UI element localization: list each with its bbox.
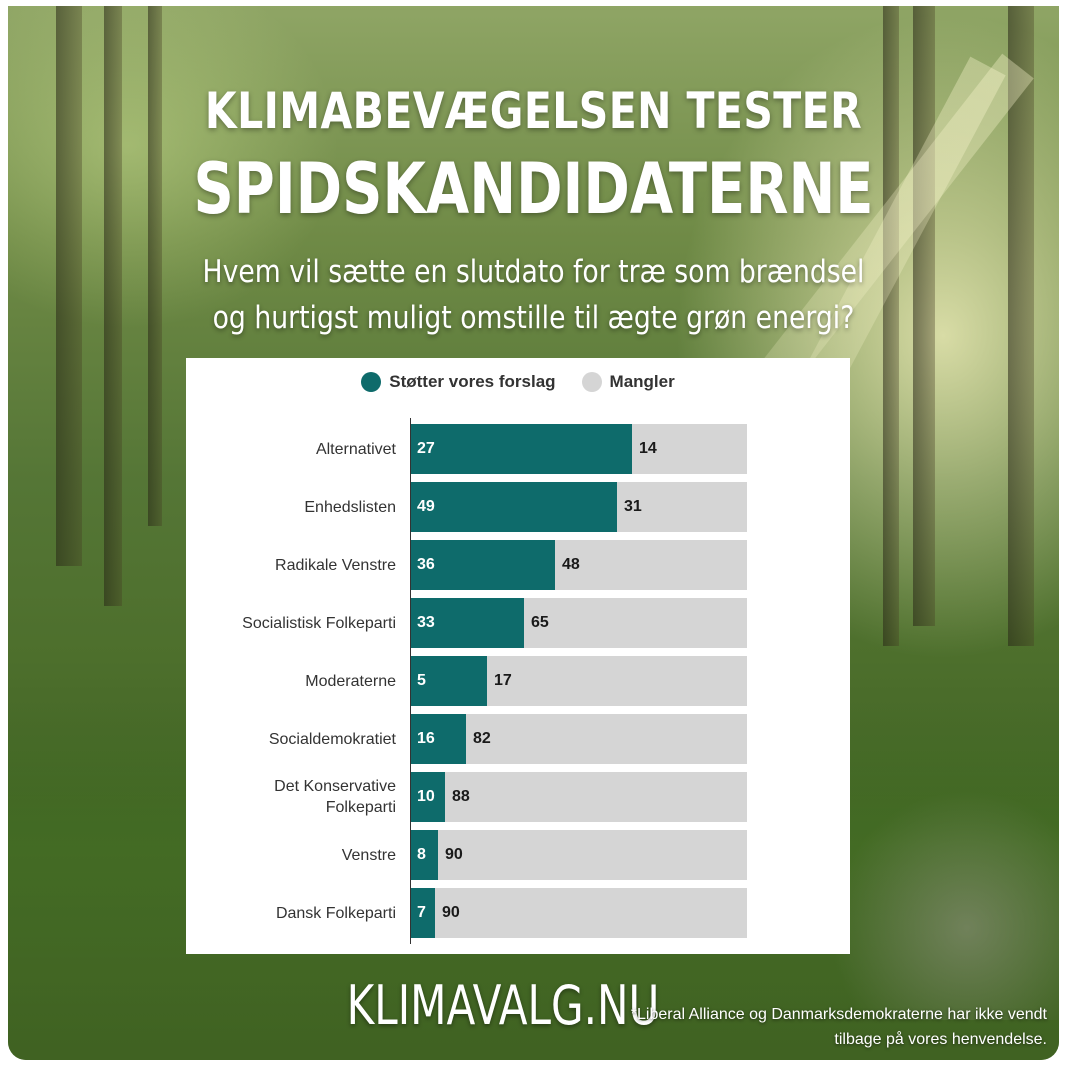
bar-missing: 8 90 [411, 830, 747, 880]
website-label: KLIMAVALG.NU [346, 974, 660, 1037]
bar-support: 8 [411, 830, 438, 880]
bar-support: 16 [411, 714, 466, 764]
data-label-support: 36 [417, 556, 435, 573]
data-label-missing: 65 [531, 614, 549, 631]
category-label: Socialdemokratiet [268, 730, 396, 748]
bar-support: 10 [411, 772, 445, 822]
data-label-missing: 90 [445, 846, 463, 863]
tree-trunk [1008, 6, 1034, 646]
bar-missing: 5 17 [411, 656, 747, 706]
category-label: Enhedslisten [304, 498, 396, 516]
subtitle-line-1: Hvem vil sætte en slutdato for træ som b… [202, 254, 865, 290]
legend-swatch-support [361, 372, 382, 392]
tree-trunk [148, 6, 162, 526]
data-label-support: 5 [417, 672, 426, 689]
chart-panel: Støtter vores forslag Mangler Alternativ… [186, 358, 850, 954]
data-label-missing: 48 [562, 556, 580, 573]
data-label-missing: 14 [639, 440, 657, 457]
data-label-support: 10 [417, 788, 435, 805]
legend-swatch-missing [581, 372, 602, 392]
category-label: Venstre [341, 846, 396, 864]
data-label-support: 33 [417, 614, 435, 631]
data-label-support: 7 [417, 904, 426, 921]
bar-missing: 10 88 [411, 772, 747, 822]
bar-missing: 7 90 [411, 888, 747, 938]
data-label-missing: 88 [452, 788, 470, 805]
tree-trunk [104, 6, 122, 606]
bar-support: 49 [411, 482, 617, 532]
category-label: Radikale Venstre [275, 556, 396, 574]
data-label-support: 27 [417, 440, 435, 457]
bar-missing: 16 82 [411, 714, 747, 764]
y-axis-line [410, 418, 411, 944]
subtitle-line-2: og hurtigst muligt omstille til ægte grø… [212, 300, 855, 336]
bar-support: 33 [411, 598, 524, 648]
bar-missing: 36 48 [411, 540, 747, 590]
footnote: *Liberal Alliance og Danmarksdemokratern… [630, 1006, 1047, 1048]
category-label: Dansk Folkeparti [275, 904, 396, 922]
data-label-support: 16 [417, 730, 435, 747]
data-label-support: 49 [417, 498, 435, 515]
bar-support: 27 [411, 424, 632, 474]
bar-missing: 49 31 [411, 482, 747, 532]
legend-label-support: Støtter vores forslag [389, 372, 556, 391]
bar-support: 36 [411, 540, 555, 590]
legend-item-support: Støtter vores forslag [361, 372, 556, 392]
background-image: KLIMABEVÆGELSEN TESTER SPIDSKANDIDATERNE… [8, 6, 1059, 1060]
bar-missing: 33 65 [411, 598, 747, 648]
data-label-missing: 17 [494, 672, 512, 689]
bar-missing: 27 14 [411, 424, 747, 474]
title-line-1: KLIMABEVÆGELSEN TESTER [204, 82, 863, 140]
data-label-missing: 31 [624, 498, 642, 515]
data-label-missing: 90 [442, 904, 460, 921]
category-label: Moderaterne [305, 672, 396, 690]
category-label: Alternativet [315, 440, 396, 458]
stream-stones [829, 790, 1059, 1020]
category-label: Socialistisk Folkeparti [242, 614, 396, 632]
legend-label-missing: Mangler [609, 372, 675, 391]
category-label: Det Konservative Folkeparti [274, 778, 396, 816]
legend-item-missing: Mangler [581, 372, 675, 392]
chart-legend: Støtter vores forslag Mangler [186, 372, 850, 392]
tree-trunk [913, 6, 935, 626]
tree-trunk [56, 6, 82, 566]
bar-support: 5 [411, 656, 487, 706]
data-label-missing: 82 [473, 730, 491, 747]
data-label-support: 8 [417, 846, 426, 863]
title-line-2: SPIDSKANDIDATERNE [193, 148, 874, 230]
tree-trunk [883, 6, 899, 646]
bar-support: 7 [411, 888, 435, 938]
